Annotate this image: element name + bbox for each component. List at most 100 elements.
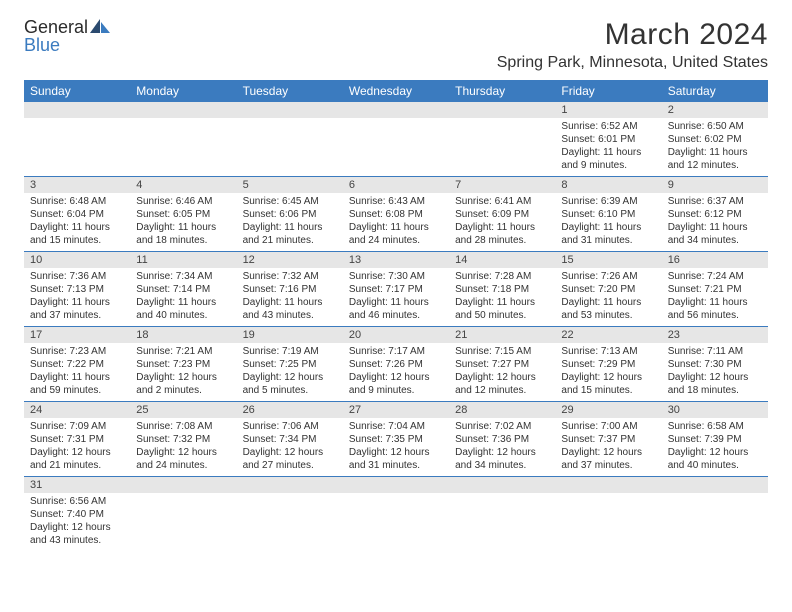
day-number: [237, 477, 343, 493]
daylight-text: Daylight: 12 hours and 31 minutes.: [349, 446, 443, 472]
day-number: 18: [130, 327, 236, 343]
daylight-text: Daylight: 11 hours and 34 minutes.: [668, 221, 762, 247]
daylight-text: Daylight: 12 hours and 5 minutes.: [243, 371, 337, 397]
sunrise-text: Sunrise: 7:00 AM: [561, 420, 655, 433]
sunrise-text: Sunrise: 7:28 AM: [455, 270, 549, 283]
calendar-cell: 12Sunrise: 7:32 AMSunset: 7:16 PMDayligh…: [237, 252, 343, 327]
sunrise-text: Sunrise: 7:36 AM: [30, 270, 124, 283]
sunset-text: Sunset: 7:31 PM: [30, 433, 124, 446]
day-number: [449, 477, 555, 493]
calendar-cell: 28Sunrise: 7:02 AMSunset: 7:36 PMDayligh…: [449, 402, 555, 477]
sunrise-text: Sunrise: 7:13 AM: [561, 345, 655, 358]
day-details: Sunrise: 7:30 AMSunset: 7:17 PMDaylight:…: [343, 268, 449, 326]
daylight-text: Daylight: 11 hours and 28 minutes.: [455, 221, 549, 247]
day-number: 16: [662, 252, 768, 268]
calendar-cell: 30Sunrise: 6:58 AMSunset: 7:39 PMDayligh…: [662, 402, 768, 477]
day-number: 27: [343, 402, 449, 418]
calendar-cell: 16Sunrise: 7:24 AMSunset: 7:21 PMDayligh…: [662, 252, 768, 327]
sunset-text: Sunset: 7:25 PM: [243, 358, 337, 371]
calendar-cell: 22Sunrise: 7:13 AMSunset: 7:29 PMDayligh…: [555, 327, 661, 402]
day-header: Wednesday: [343, 80, 449, 102]
day-details: Sunrise: 7:11 AMSunset: 7:30 PMDaylight:…: [662, 343, 768, 401]
sunrise-text: Sunrise: 7:23 AM: [30, 345, 124, 358]
day-details: Sunrise: 7:26 AMSunset: 7:20 PMDaylight:…: [555, 268, 661, 326]
daylight-text: Daylight: 12 hours and 43 minutes.: [30, 521, 124, 547]
day-number: 1: [555, 102, 661, 118]
calendar-cell: 13Sunrise: 7:30 AMSunset: 7:17 PMDayligh…: [343, 252, 449, 327]
calendar-cell: 5Sunrise: 6:45 AMSunset: 6:06 PMDaylight…: [237, 177, 343, 252]
day-details: Sunrise: 7:06 AMSunset: 7:34 PMDaylight:…: [237, 418, 343, 476]
location: Spring Park, Minnesota, United States: [497, 54, 768, 72]
day-details: Sunrise: 7:28 AMSunset: 7:18 PMDaylight:…: [449, 268, 555, 326]
sunrise-text: Sunrise: 6:45 AM: [243, 195, 337, 208]
sunrise-text: Sunrise: 7:15 AM: [455, 345, 549, 358]
sunrise-text: Sunrise: 7:34 AM: [136, 270, 230, 283]
day-number: [343, 102, 449, 118]
day-number: 8: [555, 177, 661, 193]
sunrise-text: Sunrise: 6:48 AM: [30, 195, 124, 208]
sunrise-text: Sunrise: 7:24 AM: [668, 270, 762, 283]
sunset-text: Sunset: 7:36 PM: [455, 433, 549, 446]
calendar-cell: 31Sunrise: 6:56 AMSunset: 7:40 PMDayligh…: [24, 477, 130, 552]
calendar-cell: [130, 477, 236, 552]
daylight-text: Daylight: 11 hours and 50 minutes.: [455, 296, 549, 322]
calendar-cell: [449, 477, 555, 552]
sunset-text: Sunset: 7:22 PM: [30, 358, 124, 371]
sunset-text: Sunset: 6:05 PM: [136, 208, 230, 221]
sunrise-text: Sunrise: 7:06 AM: [243, 420, 337, 433]
daylight-text: Daylight: 11 hours and 53 minutes.: [561, 296, 655, 322]
calendar-cell: 29Sunrise: 7:00 AMSunset: 7:37 PMDayligh…: [555, 402, 661, 477]
daylight-text: Daylight: 11 hours and 21 minutes.: [243, 221, 337, 247]
day-details: Sunrise: 6:52 AMSunset: 6:01 PMDaylight:…: [555, 118, 661, 176]
day-details: Sunrise: 7:36 AMSunset: 7:13 PMDaylight:…: [24, 268, 130, 326]
day-details: Sunrise: 7:15 AMSunset: 7:27 PMDaylight:…: [449, 343, 555, 401]
sunset-text: Sunset: 6:01 PM: [561, 133, 655, 146]
daylight-text: Daylight: 12 hours and 37 minutes.: [561, 446, 655, 472]
day-number: 10: [24, 252, 130, 268]
sunrise-text: Sunrise: 6:41 AM: [455, 195, 549, 208]
calendar-cell: [343, 477, 449, 552]
day-number: 6: [343, 177, 449, 193]
day-number: 2: [662, 102, 768, 118]
daylight-text: Daylight: 11 hours and 24 minutes.: [349, 221, 443, 247]
sunrise-text: Sunrise: 6:37 AM: [668, 195, 762, 208]
daylight-text: Daylight: 12 hours and 34 minutes.: [455, 446, 549, 472]
sunrise-text: Sunrise: 7:21 AM: [136, 345, 230, 358]
day-number: 31: [24, 477, 130, 493]
day-header: Thursday: [449, 80, 555, 102]
sunrise-text: Sunrise: 7:32 AM: [243, 270, 337, 283]
daylight-text: Daylight: 12 hours and 9 minutes.: [349, 371, 443, 397]
calendar-cell: 7Sunrise: 6:41 AMSunset: 6:09 PMDaylight…: [449, 177, 555, 252]
day-number: [449, 102, 555, 118]
day-header: Sunday: [24, 80, 130, 102]
calendar-cell: 21Sunrise: 7:15 AMSunset: 7:27 PMDayligh…: [449, 327, 555, 402]
daylight-text: Daylight: 11 hours and 46 minutes.: [349, 296, 443, 322]
day-number: 7: [449, 177, 555, 193]
day-details: Sunrise: 7:34 AMSunset: 7:14 PMDaylight:…: [130, 268, 236, 326]
sunset-text: Sunset: 6:06 PM: [243, 208, 337, 221]
calendar-cell: 23Sunrise: 7:11 AMSunset: 7:30 PMDayligh…: [662, 327, 768, 402]
day-number: 9: [662, 177, 768, 193]
sunrise-text: Sunrise: 6:56 AM: [30, 495, 124, 508]
day-details: Sunrise: 6:43 AMSunset: 6:08 PMDaylight:…: [343, 193, 449, 251]
day-details: Sunrise: 6:58 AMSunset: 7:39 PMDaylight:…: [662, 418, 768, 476]
calendar-cell: [237, 477, 343, 552]
calendar-cell: 19Sunrise: 7:19 AMSunset: 7:25 PMDayligh…: [237, 327, 343, 402]
calendar-cell: 17Sunrise: 7:23 AMSunset: 7:22 PMDayligh…: [24, 327, 130, 402]
daylight-text: Daylight: 11 hours and 43 minutes.: [243, 296, 337, 322]
day-header: Friday: [555, 80, 661, 102]
sunrise-text: Sunrise: 6:50 AM: [668, 120, 762, 133]
day-number: 24: [24, 402, 130, 418]
sail-icon: [90, 18, 110, 36]
calendar-cell: [130, 102, 236, 177]
calendar-week-row: 10Sunrise: 7:36 AMSunset: 7:13 PMDayligh…: [24, 252, 768, 327]
day-header: Tuesday: [237, 80, 343, 102]
sunset-text: Sunset: 7:27 PM: [455, 358, 549, 371]
page-header: General Blue March 2024 Spring Park, Min…: [24, 18, 768, 72]
sunset-text: Sunset: 7:32 PM: [136, 433, 230, 446]
day-details: Sunrise: 6:48 AMSunset: 6:04 PMDaylight:…: [24, 193, 130, 251]
day-details: Sunrise: 7:02 AMSunset: 7:36 PMDaylight:…: [449, 418, 555, 476]
sunset-text: Sunset: 7:13 PM: [30, 283, 124, 296]
calendar-cell: 20Sunrise: 7:17 AMSunset: 7:26 PMDayligh…: [343, 327, 449, 402]
day-details: Sunrise: 7:00 AMSunset: 7:37 PMDaylight:…: [555, 418, 661, 476]
